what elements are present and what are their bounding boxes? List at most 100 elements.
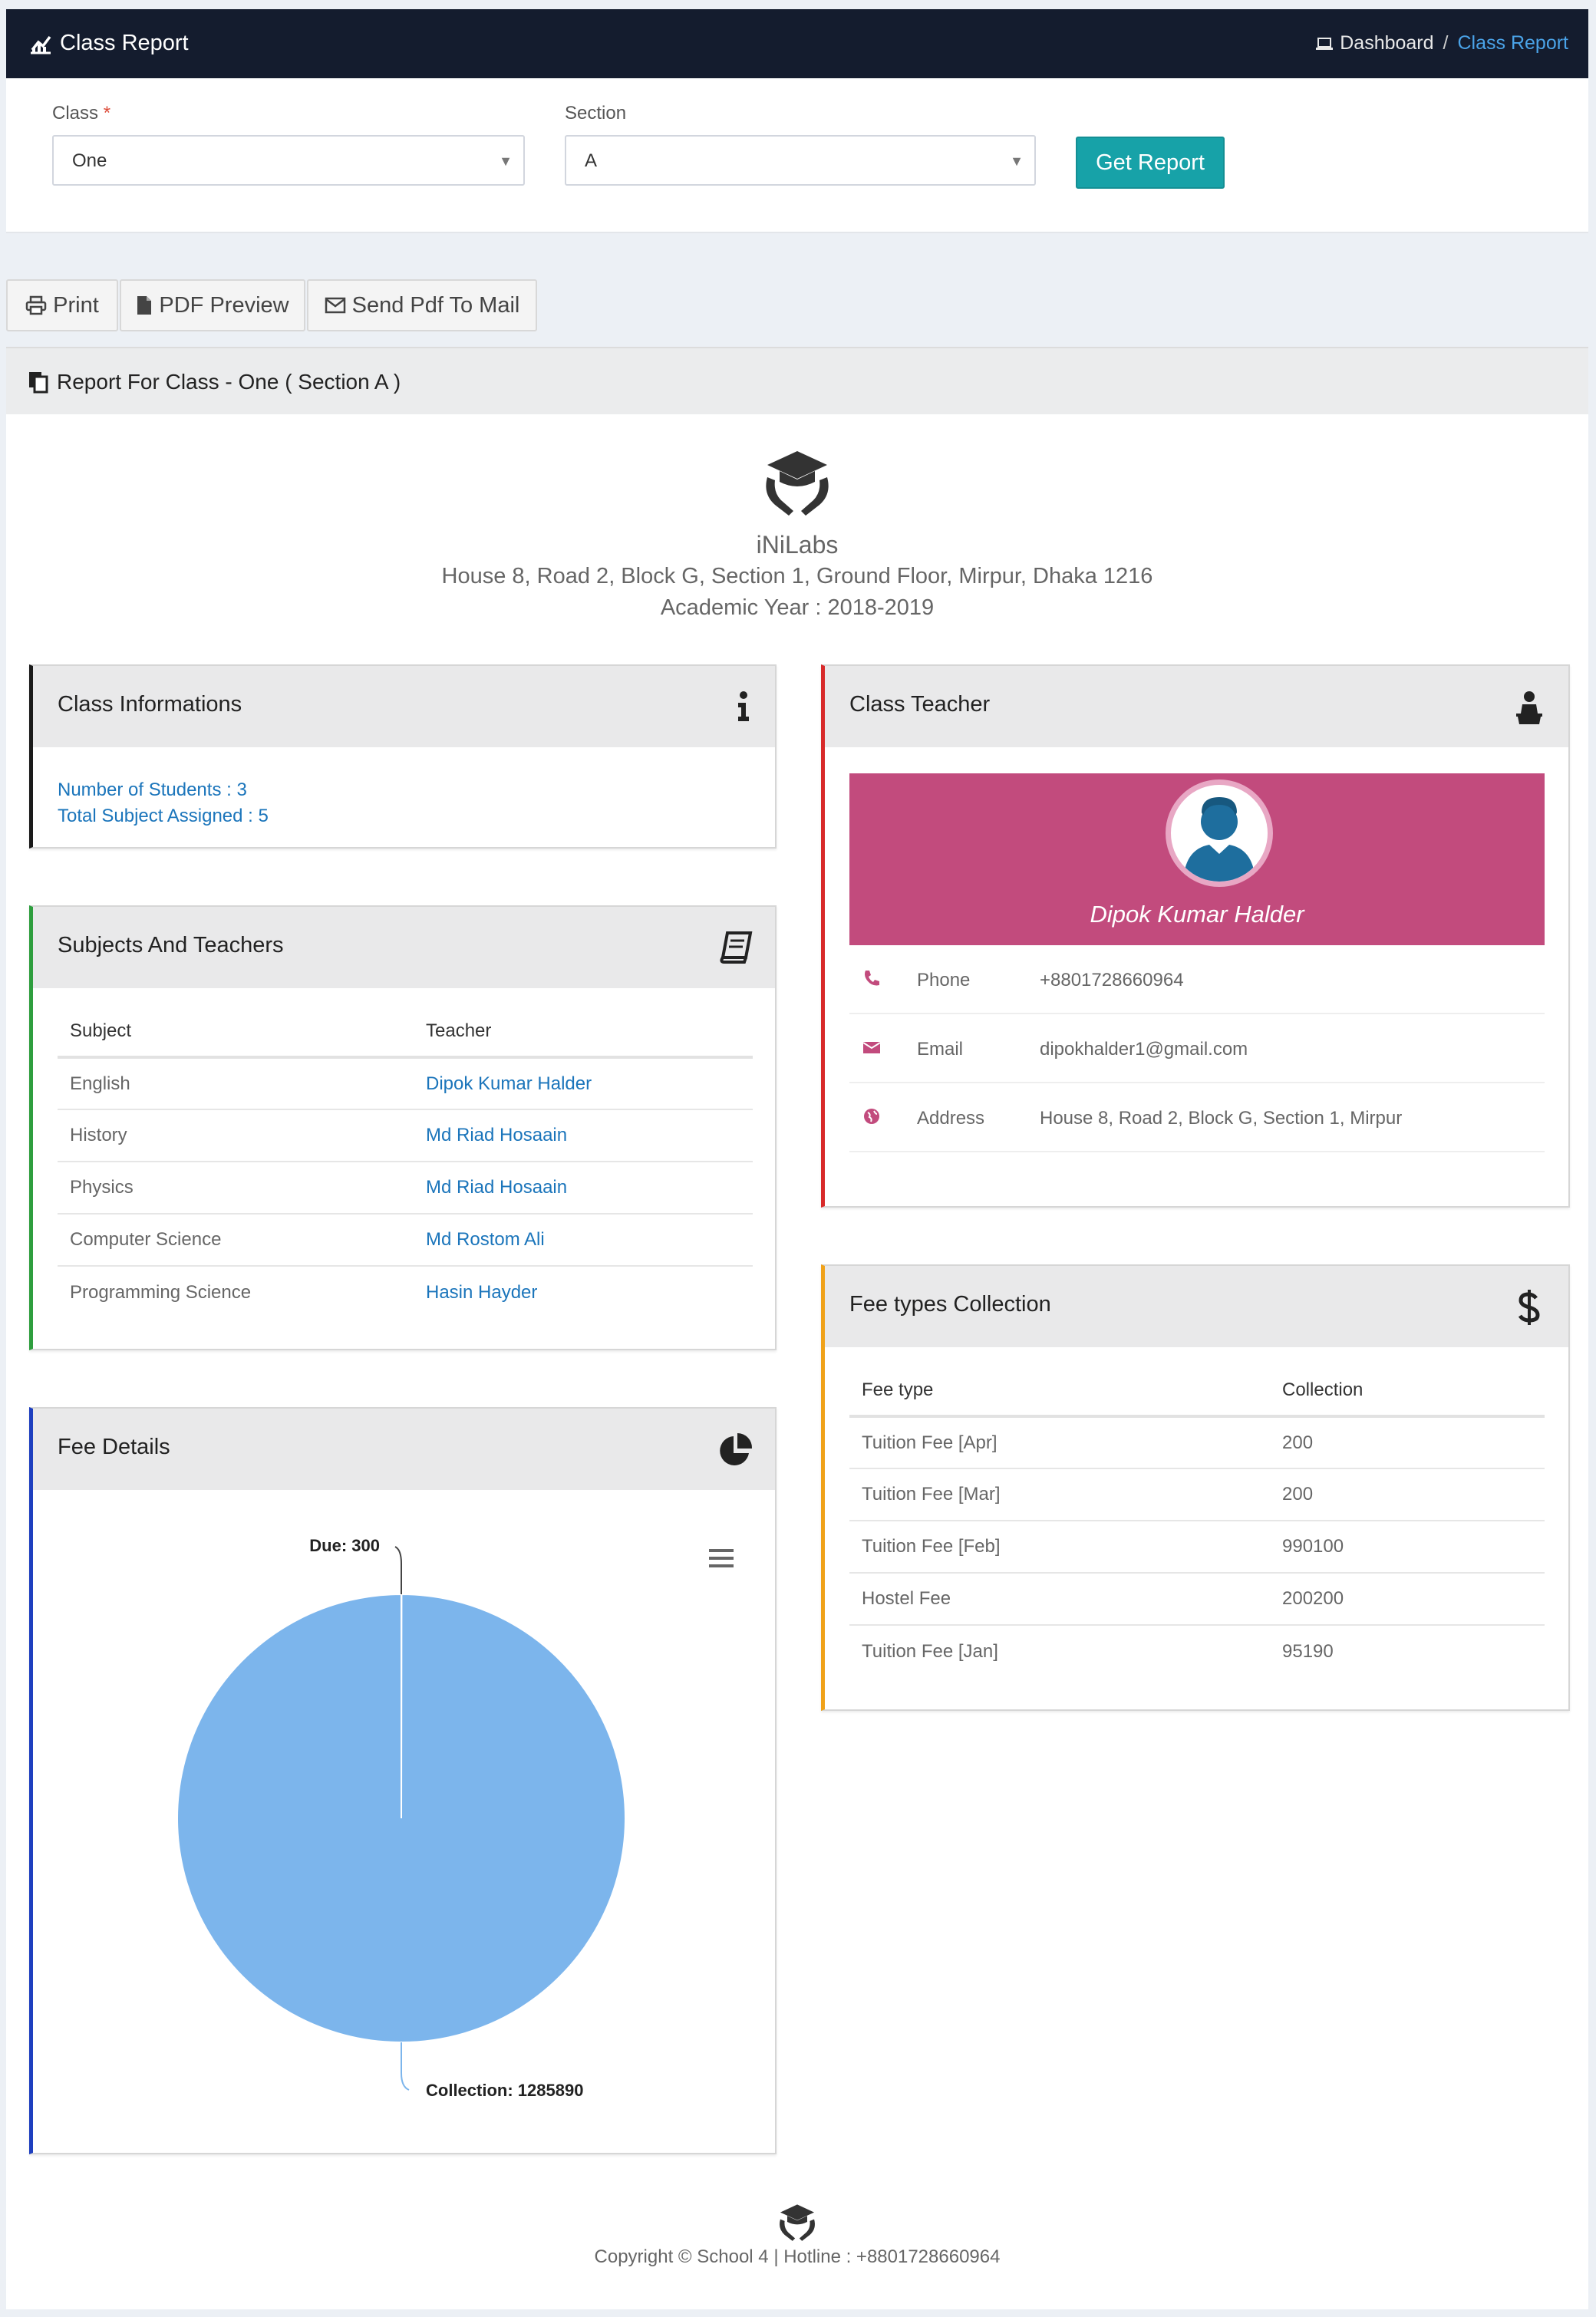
top-header: Class Report Dashboard / Class Report xyxy=(6,9,1588,78)
avatar xyxy=(1166,779,1273,887)
address-value: House 8, Road 2, Block G, Section 1, Mir… xyxy=(1040,1108,1403,1129)
table-row: Tuition Fee [Apr] 200 xyxy=(849,1416,1545,1469)
teacher-email-row: Email dipokhalder1@gmail.com xyxy=(849,1014,1545,1083)
collection-cell: 990100 xyxy=(1270,1521,1545,1574)
class-teacher-title: Class Teacher xyxy=(849,692,991,717)
chart-menu-icon[interactable] xyxy=(707,1547,735,1570)
table-row: Tuition Fee [Jan] 95190 xyxy=(849,1625,1545,1677)
subject-cell: Physics xyxy=(58,1162,414,1215)
fee-types-panel: Fee types Collection Fee type Collection… xyxy=(821,1264,1570,1711)
table-row: Physics Md Riad Hosaain xyxy=(58,1162,753,1215)
teacher-link[interactable]: Md Rostom Ali xyxy=(414,1214,753,1267)
subject-cell: Programming Science xyxy=(70,1281,252,1303)
breadcrumb: Dashboard / Class Report xyxy=(1315,32,1568,54)
breadcrumb-current: Class Report xyxy=(1457,32,1569,54)
subjects-title: Subjects And Teachers xyxy=(58,933,284,957)
academic-year: Academic Year : 2018-2019 xyxy=(660,595,935,620)
email-value: dipokhalder1@gmail.com xyxy=(1040,1039,1248,1060)
filter-card: Class * One ▼ Section A ▼ xyxy=(6,78,1588,233)
fee-details-title: Fee Details xyxy=(58,1435,170,1459)
collection-cell: 200 xyxy=(1270,1416,1545,1469)
breadcrumb-separator: / xyxy=(1443,32,1449,54)
email-label: Email xyxy=(917,1039,964,1060)
table-header-row: Fee type Collection xyxy=(849,1366,1545,1418)
print-button[interactable]: Print xyxy=(6,279,118,331)
report-header: Report For Class - One ( Section A ) xyxy=(6,347,1588,414)
class-select[interactable]: One ▼ xyxy=(52,135,525,186)
dollar-icon xyxy=(1518,1290,1540,1325)
book-icon xyxy=(720,931,753,964)
fee-type-cell: Hostel Fee xyxy=(849,1573,1270,1626)
school-name: iNiLabs xyxy=(756,531,839,559)
address-label: Address xyxy=(917,1108,985,1129)
column-header: Fee type xyxy=(849,1366,1270,1418)
phone-value: +8801728660964 xyxy=(1040,970,1184,990)
fee-types-header: Fee types Collection xyxy=(825,1266,1568,1347)
column-header: Collection xyxy=(1270,1366,1545,1418)
get-report-button[interactable]: Get Report xyxy=(1076,137,1225,189)
breadcrumb-dashboard[interactable]: Dashboard xyxy=(1315,32,1434,54)
class-label: Class * xyxy=(52,103,111,124)
chart-line-icon xyxy=(31,35,51,54)
report-title-text: Report For Class - One ( Section A ) xyxy=(57,370,401,394)
pdf-preview-button[interactable]: PDF Preview xyxy=(120,279,305,331)
pdf-preview-label: PDF Preview xyxy=(159,292,289,318)
subjects-panel: Subjects And Teachers Subject Teacher En… xyxy=(29,905,777,1350)
print-label: Print xyxy=(53,292,99,318)
subjects-header: Subjects And Teachers xyxy=(33,907,775,988)
section-label: Section xyxy=(565,103,627,124)
table-row: Tuition Fee [Feb] 990100 xyxy=(849,1521,1545,1574)
footer-copyright: Copyright © School 4 | Hotline : +880172… xyxy=(594,2246,1001,2267)
school-logo xyxy=(766,451,829,516)
class-info-title: Class Informations xyxy=(58,692,242,717)
teacher-name: Dipok Kumar Halder xyxy=(1090,901,1304,928)
collection-cell: 200200 xyxy=(1270,1573,1545,1626)
collection-cell: 95190 xyxy=(1282,1640,1334,1662)
page-title-text: Class Report xyxy=(60,31,189,55)
fee-types-table: Fee type Collection Tuition Fee [Apr] 200… xyxy=(849,1366,1545,1677)
teacher-link[interactable]: Md Riad Hosaain xyxy=(414,1162,753,1215)
chevron-down-icon: ▼ xyxy=(499,153,513,169)
class-teacher-header: Class Teacher xyxy=(825,666,1568,747)
column-header: Teacher xyxy=(414,1007,753,1059)
table-row: History Md Riad Hosaain xyxy=(58,1109,753,1162)
envelope-icon xyxy=(325,297,345,314)
footer-logo xyxy=(780,2204,815,2241)
table-header-row: Subject Teacher xyxy=(58,1007,753,1059)
envelope-icon xyxy=(862,1042,881,1053)
class-info-panel: Class Informations Number of Students : … xyxy=(29,664,777,849)
class-teacher-panel: Class Teacher Dipok Kumar Halder Phone +… xyxy=(821,664,1570,1208)
fee-details-panel: Fee Details Due: 300 Collection: 1285890 xyxy=(29,1407,777,2154)
fee-type-cell: Tuition Fee [Mar] xyxy=(849,1468,1270,1521)
data-label-due: Due: 300 xyxy=(309,1536,380,1555)
section-select[interactable]: A ▼ xyxy=(565,135,1036,186)
fee-type-cell: Tuition Fee [Apr] xyxy=(849,1416,1270,1469)
copy-icon xyxy=(29,372,48,394)
phone-icon xyxy=(865,971,879,986)
report-title: Report For Class - One ( Section A ) xyxy=(28,370,401,394)
subjects-table: Subject Teacher English Dipok Kumar Halde… xyxy=(58,1007,753,1318)
info-icon xyxy=(738,691,749,721)
subject-cell: Computer Science xyxy=(58,1214,414,1267)
send-pdf-mail-button[interactable]: Send Pdf To Mail xyxy=(307,279,537,331)
teacher-icon xyxy=(1516,691,1542,724)
school-address: House 8, Road 2, Block G, Section 1, Gro… xyxy=(441,564,1153,588)
teacher-link[interactable]: Md Riad Hosaain xyxy=(414,1109,753,1162)
fee-type-cell: Tuition Fee [Jan] xyxy=(862,1640,998,1662)
teacher-link[interactable]: Dipok Kumar Halder xyxy=(414,1057,753,1110)
print-icon xyxy=(25,295,47,315)
breadcrumb-dashboard-label: Dashboard xyxy=(1340,32,1434,54)
file-icon xyxy=(137,296,152,315)
collection-cell: 200 xyxy=(1270,1468,1545,1521)
table-row: Programming Science Hasin Hayder xyxy=(58,1266,753,1318)
data-label-connector xyxy=(394,1546,402,1594)
pie-chart-icon xyxy=(720,1433,753,1465)
teacher-link[interactable]: Hasin Hayder xyxy=(426,1281,538,1303)
send-pdf-mail-label: Send Pdf To Mail xyxy=(351,292,520,318)
teacher-phone-row: Phone +8801728660964 xyxy=(849,945,1545,1014)
phone-label: Phone xyxy=(917,970,971,990)
table-row: Tuition Fee [Mar] 200 xyxy=(849,1468,1545,1521)
laptop-icon xyxy=(1316,37,1334,50)
user-silhouette-icon xyxy=(1183,797,1255,882)
fee-pie-chart: Due: 300 Collection: 1285890 xyxy=(176,1536,627,2100)
